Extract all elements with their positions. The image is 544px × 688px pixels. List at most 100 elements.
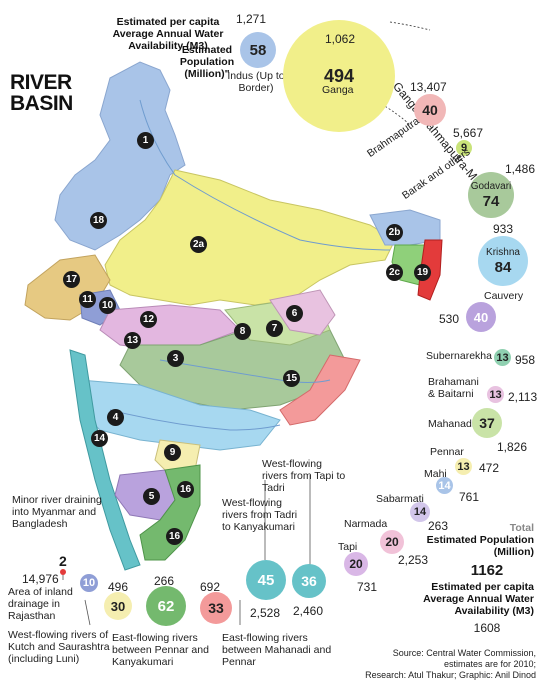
brahmaputra-pop: 40 — [422, 102, 438, 118]
sabarmati-pop: 14 — [413, 506, 427, 518]
godavari-bubble: Godavari 74 — [468, 172, 514, 218]
kutch-pop: 30 — [110, 598, 126, 614]
map-number: 6 — [286, 305, 303, 322]
barak-water: 5,667 — [453, 126, 484, 140]
map-title: RIVER BASIN — [10, 72, 73, 114]
krishna-name: Krishna — [486, 246, 520, 258]
mahi-bubble: 14 — [436, 477, 453, 494]
total-water: 1608 — [473, 621, 501, 635]
map-number: 18 — [90, 212, 107, 229]
subernarekha-water: 958 — [515, 353, 536, 367]
basin-east-mp-shape — [279, 354, 361, 426]
inland-pop: 10 — [82, 577, 96, 589]
kutch-water: 496 — [108, 580, 129, 594]
inland-bubble: 10 — [80, 574, 98, 592]
west-tapi-tadri-pop: 36 — [301, 573, 317, 589]
mahi-pop: 14 — [438, 479, 451, 492]
west-tapi-tadri-water: 2,460 — [293, 604, 324, 618]
map-number: 3 — [167, 350, 184, 367]
brahmaputra-bubble: 40 — [414, 94, 446, 126]
legend-pop-label: Estimated Population (Million)" — [179, 44, 235, 80]
tapi-name: Tapi — [338, 541, 358, 553]
ganga-pop: 494 — [323, 65, 355, 86]
godavari-pop: 74 — [482, 192, 500, 210]
map-number: 16 — [166, 528, 183, 545]
west-tapi-tadri-bubble: 36 — [292, 564, 326, 598]
east-mp-water: 692 — [200, 580, 221, 594]
east-pk-water: 266 — [154, 574, 175, 588]
myanmar-water: 14,976 — [22, 572, 59, 586]
tapi-water: 731 — [357, 580, 378, 594]
sabarmati-bubble: 14 — [410, 502, 430, 522]
map-number: 13 — [124, 332, 141, 349]
mahanadi-bubble: 37 — [472, 408, 502, 438]
pennar-water: 472 — [479, 461, 500, 475]
inland-name: Area of inland drainage in Rajasthan — [8, 586, 73, 622]
barak-bubble: 9 — [456, 140, 472, 156]
cauvery-bubble: 40 — [466, 302, 496, 332]
narmada-pop: 20 — [385, 535, 399, 549]
barak-pop: 9 — [460, 142, 468, 154]
legend-water-label: Estimated per capita Average Annual Wate… — [112, 16, 224, 52]
map-number: 19 — [414, 264, 431, 281]
krishna-bubble: Krishna 84 — [478, 236, 528, 286]
map-number: 7 — [266, 320, 283, 337]
east-mp-name: East-flowing rivers between Mahanadi and… — [222, 632, 332, 668]
map-number: 8 — [234, 323, 251, 340]
godavari-name: Godavari — [470, 180, 512, 192]
godavari-water: 1,486 — [505, 162, 536, 176]
west-tadri-kanya-water: 2,528 — [250, 606, 281, 620]
ganga-water: 1,062 — [325, 32, 356, 46]
total-pop: 1162 — [470, 562, 504, 579]
mahanadi-water: 1,826 — [497, 440, 528, 454]
mahi-water: 761 — [459, 490, 480, 504]
kutch-bubble: 30 — [104, 592, 132, 620]
total-water-label: Estimated per capita Average Annual Wate… — [423, 581, 534, 617]
mahanadi-pop: 37 — [479, 415, 495, 431]
east-mp-pop: 33 — [208, 600, 224, 616]
myanmar-pop: 2 — [59, 553, 67, 569]
west-tadri-kanya-name: West-flowing rivers from Tadri to Kanyak… — [222, 497, 298, 533]
indus-water: 1,271 — [236, 12, 267, 26]
narmada-water: 2,253 — [398, 553, 429, 567]
cauvery-water: 530 — [439, 312, 460, 326]
total-block: Total Estimated Population (Million) 116… — [410, 522, 534, 635]
east-pk-bubble: 62 — [146, 586, 186, 626]
east-mp-bubble: 33 — [200, 592, 232, 624]
map-number: 16 — [177, 481, 194, 498]
map-number: 17 — [63, 271, 80, 288]
map-title-line1: RIVER — [10, 71, 72, 94]
brahmani-pop: 13 — [489, 388, 502, 401]
kutch-name: West-flowing rivers of Kutch and Saurash… — [8, 629, 110, 665]
source-line3: Research: Atul Thakur; Graphic: Anil Din… — [365, 670, 536, 680]
ganga-name: Ganga — [322, 84, 354, 96]
brahmaputra-water: 13,407 — [410, 80, 447, 94]
map-number: 14 — [91, 430, 108, 447]
narmada-bubble: 20 — [380, 530, 404, 554]
source-line2: estimates are for 2010; — [443, 659, 536, 669]
source-credit: Source: Central Water Commission, estima… — [296, 648, 536, 681]
pennar-bubble: 13 — [455, 458, 472, 475]
total-label: Total — [509, 522, 534, 534]
cauvery-pop: 40 — [473, 309, 489, 325]
tapi-bubble: 20 — [344, 552, 368, 576]
source-line1: Source: Central Water Commission, — [392, 648, 536, 658]
west-tadri-kanya-bubble: 45 — [246, 560, 286, 600]
brahmani-name: Brahamani & Baitarni — [428, 376, 479, 400]
subernarekha-bubble: 13 — [494, 349, 511, 366]
indus-pop: 58 — [249, 41, 267, 59]
cauvery-name: Cauvery — [484, 290, 524, 302]
west-tadri-kanya-pop: 45 — [257, 571, 275, 589]
krishna-water: 933 — [493, 222, 514, 236]
indus-name: Indus (Up to Border) — [227, 70, 285, 94]
brahmani-water: 2,113 — [508, 390, 538, 404]
map-number: 1 — [137, 132, 154, 149]
west-tapi-tadri-name: West-flowing rivers from Tapi to Tadri — [262, 458, 346, 494]
tapi-pop: 20 — [349, 557, 363, 571]
east-pk-pop: 62 — [157, 597, 175, 615]
indus-bubble: 58 — [240, 32, 276, 68]
map-number: 12 — [140, 311, 157, 328]
map-number: 5 — [143, 488, 160, 505]
brahmani-bubble: 13 — [487, 386, 504, 403]
map-number: 10 — [99, 297, 116, 314]
